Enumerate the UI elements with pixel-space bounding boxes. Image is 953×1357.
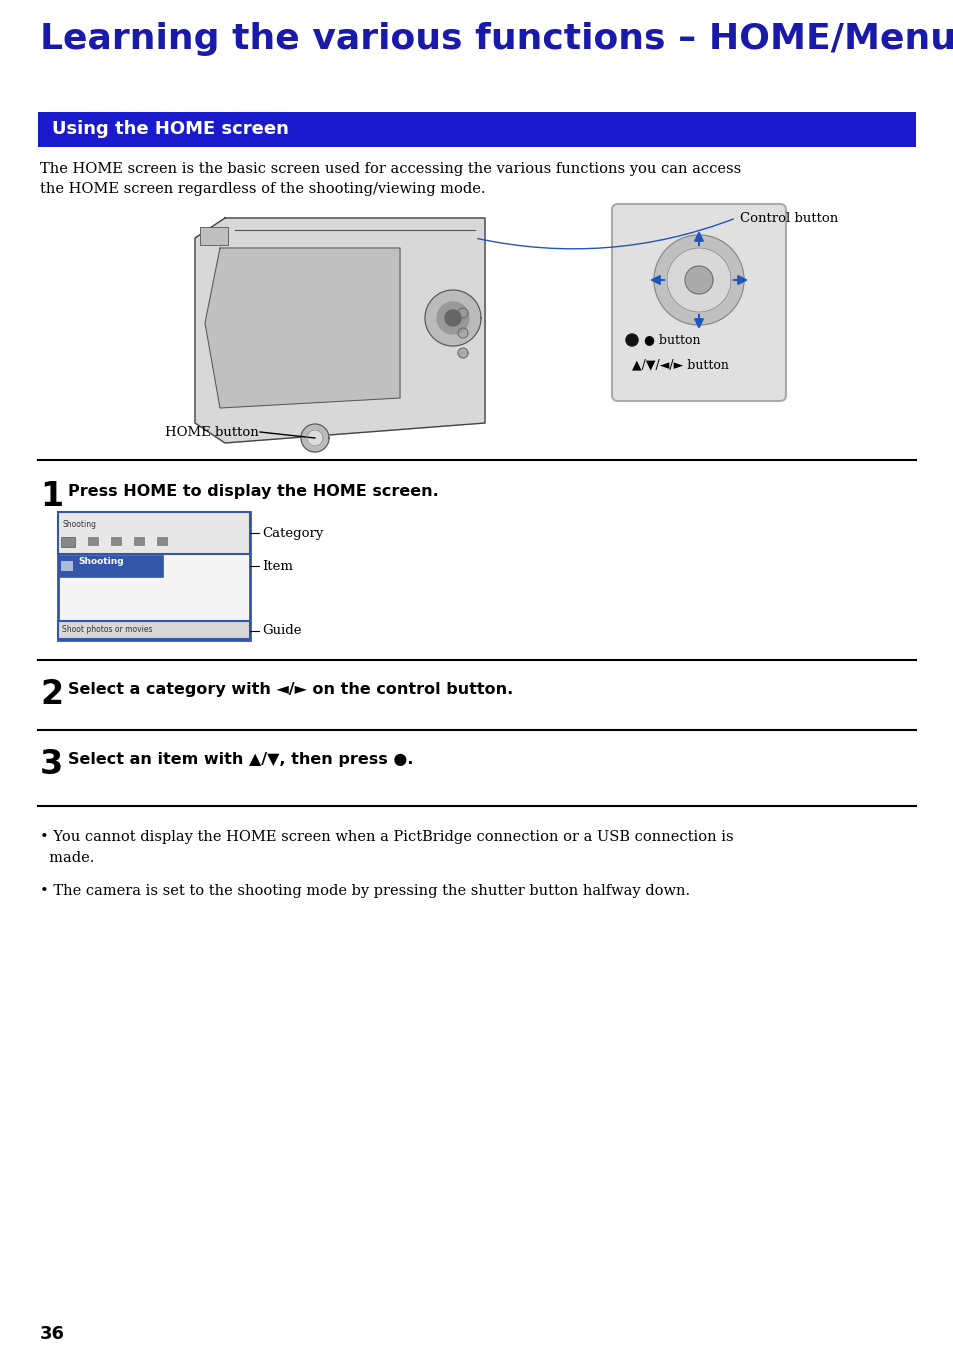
- Polygon shape: [625, 334, 638, 346]
- Polygon shape: [457, 347, 468, 358]
- Bar: [61, 537, 75, 547]
- Bar: [38, 113, 915, 147]
- Bar: [88, 537, 98, 546]
- Text: 36: 36: [40, 1324, 65, 1343]
- Polygon shape: [666, 248, 730, 312]
- Polygon shape: [444, 309, 460, 326]
- Text: Press HOME to display the HOME screen.: Press HOME to display the HOME screen.: [68, 484, 438, 499]
- Bar: [61, 560, 73, 571]
- Text: 3: 3: [40, 748, 63, 782]
- Text: Category: Category: [262, 527, 323, 540]
- Text: Select a category with ◄/► on the control button.: Select a category with ◄/► on the contro…: [68, 683, 513, 697]
- Bar: [157, 537, 167, 546]
- Text: The HOME screen is the basic screen used for accessing the various functions you: The HOME screen is the basic screen used…: [40, 161, 740, 195]
- Polygon shape: [194, 218, 484, 442]
- Bar: [133, 537, 144, 546]
- Polygon shape: [654, 235, 743, 324]
- Polygon shape: [684, 266, 712, 294]
- Polygon shape: [457, 328, 468, 338]
- Text: Shooting: Shooting: [78, 558, 124, 566]
- Polygon shape: [307, 430, 323, 446]
- Text: ▲/▼/◄/► button: ▲/▼/◄/► button: [631, 358, 728, 372]
- Text: Control button: Control button: [740, 212, 838, 224]
- Text: • The camera is set to the shooting mode by pressing the shutter button halfway : • The camera is set to the shooting mode…: [40, 883, 689, 898]
- Bar: [200, 227, 228, 246]
- Text: Select an item with ▲/▼, then press ●.: Select an item with ▲/▼, then press ●.: [68, 752, 413, 767]
- Text: Shooting: Shooting: [63, 520, 97, 529]
- Bar: [58, 555, 163, 577]
- Text: HOME button: HOME button: [165, 426, 258, 438]
- Text: Learning the various functions – HOME/Menu: Learning the various functions – HOME/Me…: [40, 22, 953, 56]
- Text: Guide: Guide: [262, 624, 301, 638]
- FancyBboxPatch shape: [612, 204, 785, 402]
- Text: 1: 1: [40, 480, 63, 513]
- Bar: [111, 537, 121, 546]
- Polygon shape: [301, 423, 329, 452]
- Bar: [58, 512, 250, 641]
- Polygon shape: [436, 303, 469, 334]
- Bar: [58, 512, 250, 554]
- Text: ● button: ● button: [643, 334, 700, 346]
- Text: Shoot photos or movies: Shoot photos or movies: [62, 626, 152, 635]
- Polygon shape: [205, 248, 399, 408]
- Text: Using the HOME screen: Using the HOME screen: [52, 119, 289, 138]
- Text: Item: Item: [262, 559, 293, 573]
- Text: • You cannot display the HOME screen when a PictBridge connection or a USB conne: • You cannot display the HOME screen whe…: [40, 830, 733, 864]
- Polygon shape: [457, 308, 468, 318]
- Polygon shape: [425, 290, 480, 346]
- Text: 2: 2: [40, 678, 63, 711]
- Bar: [58, 622, 250, 639]
